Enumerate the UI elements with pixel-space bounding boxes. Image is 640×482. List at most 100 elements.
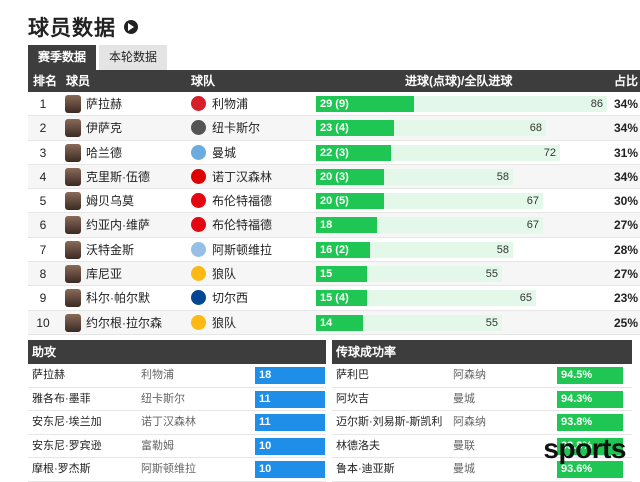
team-goals-value: 58 — [496, 170, 509, 183]
table-row[interactable]: 3 哈兰德 曼城 72 22 (3) 31% — [28, 141, 640, 165]
player-goals-bar: 20 (5) — [316, 193, 384, 210]
player-name[interactable]: 克里斯·伍德 — [86, 169, 150, 184]
title-row: 球员数据 — [28, 12, 138, 42]
stat-value: 11 — [255, 414, 325, 431]
stat-value: 94.3% — [557, 390, 623, 408]
team-crest-icon — [191, 241, 206, 257]
assists-title: 助攻 — [28, 340, 326, 364]
table-row[interactable]: 1 萨拉赫 利物浦 86 29 (9) 34% — [28, 92, 640, 117]
player-name[interactable]: 迈尔斯·刘易斯-斯凯利 — [336, 416, 443, 428]
passing-row[interactable]: 阿坎吉 曼城 94.3% — [332, 388, 632, 411]
stat-value: 93.8% — [557, 437, 623, 455]
assists-row[interactable]: 摩根·罗杰斯 阿斯顿维拉 10 — [28, 458, 326, 482]
player-name[interactable]: 库尼亚 — [86, 267, 123, 282]
player-goals-bar: 16 (2) — [316, 241, 370, 258]
player-photo — [65, 216, 81, 235]
player-goals-bar: 18 — [316, 217, 377, 234]
player-name[interactable]: 萨拉赫 — [86, 97, 123, 111]
team-name[interactable]: 纽卡斯尔 — [141, 392, 185, 405]
share-value: 23% — [613, 291, 638, 306]
table-row[interactable]: 7 沃特金斯 阿斯顿维拉 58 16 (2) 28% — [28, 238, 640, 263]
table-row[interactable]: 2 伊萨克 纽卡斯尔 68 23 (4) 34% — [28, 116, 640, 141]
team-name[interactable]: 曼城 — [453, 392, 475, 405]
stat-value: 18 — [255, 367, 325, 384]
assists-row[interactable]: 萨拉赫 利物浦 18 — [28, 364, 326, 388]
player-name[interactable]: 约尔根·拉尔森 — [86, 315, 162, 330]
team-name[interactable]: 阿森纳 — [453, 369, 486, 381]
player-name[interactable]: 伊萨克 — [86, 121, 123, 136]
passing-row[interactable]: 林德洛夫 曼联 93.8% — [332, 435, 632, 458]
tab-round-stats[interactable]: 本轮数据 — [99, 45, 168, 70]
player-name[interactable]: 安东尼·罗宾逊 — [32, 439, 102, 452]
team-crest-icon — [191, 266, 206, 282]
table-row[interactable]: 6 约亚内·维萨 布伦特福德 67 18 27% — [28, 213, 640, 238]
player-photo — [65, 240, 81, 259]
player-name[interactable]: 阿坎吉 — [336, 392, 369, 405]
team-crest-icon — [191, 96, 206, 111]
team-crest-icon — [191, 290, 206, 306]
team-name[interactable]: 利物浦 — [212, 97, 249, 111]
player-name[interactable]: 林德洛夫 — [336, 439, 380, 452]
table-row[interactable]: 8 库尼亚 狼队 55 15 27% — [28, 262, 640, 287]
player-photo — [65, 313, 81, 332]
header-goals[interactable]: 进球(点球)/全队进球 — [405, 74, 513, 88]
team-name[interactable]: 曼联 — [453, 439, 475, 452]
share-value: 34% — [613, 121, 638, 136]
table-row[interactable]: 9 科尔·帕尔默 切尔西 65 15 (4) 23% — [28, 286, 640, 311]
team-name[interactable]: 切尔西 — [212, 291, 249, 306]
team-name[interactable]: 阿斯顿维拉 — [141, 463, 196, 475]
team-name[interactable]: 布伦特福德 — [212, 194, 273, 209]
assists-row[interactable]: 安东尼·埃兰加 诺丁汉森林 11 — [28, 411, 326, 435]
team-name[interactable]: 狼队 — [212, 315, 237, 330]
team-name[interactable]: 阿斯顿维拉 — [212, 242, 273, 257]
stat-value: 93.8% — [557, 414, 623, 431]
team-name[interactable]: 曼城 — [453, 463, 475, 475]
team-name[interactable]: 诺丁汉森林 — [212, 169, 273, 184]
team-crest-icon — [191, 144, 206, 160]
passing-panel: 传球成功率 萨利巴 阿森纳 94.5% 阿坎吉 曼城 94.3% 迈尔斯·刘易斯-斯凯利 阿森… — [332, 340, 632, 482]
team-name[interactable]: 纽卡斯尔 — [212, 121, 261, 136]
assists-row[interactable]: 安东尼·罗宾逊 富勒姆 10 — [28, 435, 326, 458]
team-name[interactable]: 利物浦 — [141, 369, 174, 381]
player-name[interactable]: 科尔·帕尔默 — [86, 291, 150, 306]
page-title: 球员数据 — [28, 17, 116, 40]
rank: 4 — [39, 169, 47, 184]
assists-row[interactable]: 雅各布·墨菲 纽卡斯尔 11 — [28, 388, 326, 411]
table-row[interactable]: 5 姆贝乌莫 布伦特福德 67 20 (5) 30% — [28, 189, 640, 214]
team-name[interactable]: 诺丁汉森林 — [141, 416, 196, 428]
player-name[interactable]: 摩根·罗杰斯 — [32, 463, 91, 475]
header-rank[interactable]: 排名 — [33, 74, 58, 88]
player-name[interactable]: 沃特金斯 — [86, 242, 135, 257]
player-name[interactable]: 萨利巴 — [336, 369, 369, 381]
header-share[interactable]: 占比 — [613, 74, 638, 88]
passing-row[interactable]: 萨利巴 阿森纳 94.5% — [332, 364, 632, 388]
table-row[interactable]: 10 约尔根·拉尔森 狼队 55 14 25% — [28, 310, 640, 335]
team-goals-value: 58 — [496, 243, 509, 256]
share-value: 30% — [613, 194, 638, 209]
team-name[interactable]: 布伦特福德 — [212, 218, 273, 233]
tab-season-stats[interactable]: 赛季数据 — [28, 45, 97, 70]
player-name[interactable]: 姆贝乌莫 — [86, 194, 135, 209]
team-name[interactable]: 富勒姆 — [141, 439, 174, 452]
player-name[interactable]: 雅各布·墨菲 — [32, 392, 91, 405]
team-crest-icon — [191, 217, 206, 233]
share-value: 28% — [613, 242, 638, 257]
team-crest-icon — [191, 168, 206, 184]
team-name[interactable]: 狼队 — [212, 267, 237, 282]
player-goals-bar: 29 (9) — [316, 96, 414, 112]
player-name[interactable]: 萨拉赫 — [32, 369, 65, 381]
player-name[interactable]: 鲁本·迪亚斯 — [336, 463, 395, 475]
team-goals-bar — [316, 290, 536, 307]
rank: 7 — [39, 242, 47, 257]
assists-panel: 助攻 萨拉赫 利物浦 18 雅各布·墨菲 纽卡斯尔 11 安东尼·埃兰加 诺丁汉森林 11 安东尼… — [28, 340, 326, 482]
tab-bar: 赛季数据 本轮数据 — [28, 45, 170, 70]
player-name[interactable]: 约亚内·维萨 — [86, 218, 150, 233]
passing-row[interactable]: 迈尔斯·刘易斯-斯凯利 阿森纳 93.8% — [332, 411, 632, 435]
team-name[interactable]: 曼城 — [212, 145, 237, 160]
arrow-right-circle-icon[interactable] — [124, 20, 138, 34]
table-row[interactable]: 4 克里斯·伍德 诺丁汉森林 58 20 (3) 34% — [28, 164, 640, 190]
team-name[interactable]: 阿森纳 — [453, 416, 486, 428]
player-name[interactable]: 安东尼·埃兰加 — [32, 416, 102, 428]
team-crest-icon — [191, 120, 206, 136]
player-name[interactable]: 哈兰德 — [86, 145, 123, 160]
